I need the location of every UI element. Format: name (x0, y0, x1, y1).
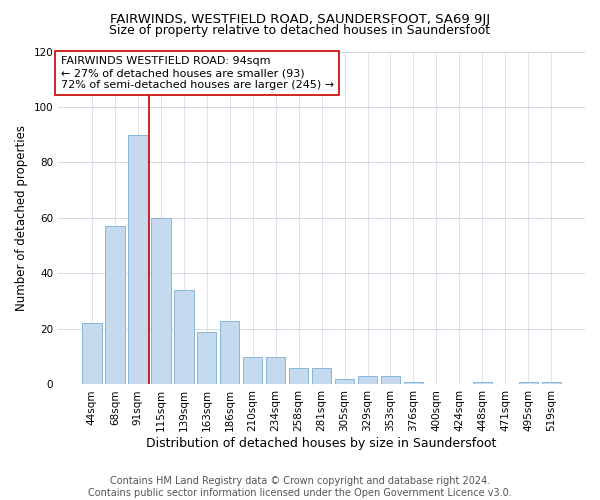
Bar (312, 368, 331, 384)
Bar (82, 324, 101, 384)
Bar (105, 226, 125, 384)
Bar (518, 382, 538, 384)
Bar (174, 290, 194, 384)
Y-axis label: Number of detached properties: Number of detached properties (15, 125, 28, 311)
Text: FAIRWINDS WESTFIELD ROAD: 94sqm
← 27% of detached houses are smaller (93)
72% of: FAIRWINDS WESTFIELD ROAD: 94sqm ← 27% of… (61, 56, 334, 90)
Text: FAIRWINDS, WESTFIELD ROAD, SAUNDERSFOOT, SA69 9JJ: FAIRWINDS, WESTFIELD ROAD, SAUNDERSFOOT,… (110, 12, 490, 26)
Bar (289, 368, 308, 384)
Bar (220, 320, 239, 384)
X-axis label: Distribution of detached houses by size in Saundersfoot: Distribution of detached houses by size … (146, 437, 497, 450)
Bar (266, 356, 286, 384)
Bar (381, 376, 400, 384)
Bar (243, 356, 262, 384)
Bar (358, 376, 377, 384)
Text: Contains HM Land Registry data © Crown copyright and database right 2024.
Contai: Contains HM Land Registry data © Crown c… (88, 476, 512, 498)
Bar (542, 382, 561, 384)
Bar (197, 332, 217, 384)
Bar (335, 379, 355, 384)
Text: Size of property relative to detached houses in Saundersfoot: Size of property relative to detached ho… (109, 24, 491, 37)
Bar (473, 382, 492, 384)
Bar (404, 382, 423, 384)
Bar (151, 218, 170, 384)
Bar (128, 134, 148, 384)
